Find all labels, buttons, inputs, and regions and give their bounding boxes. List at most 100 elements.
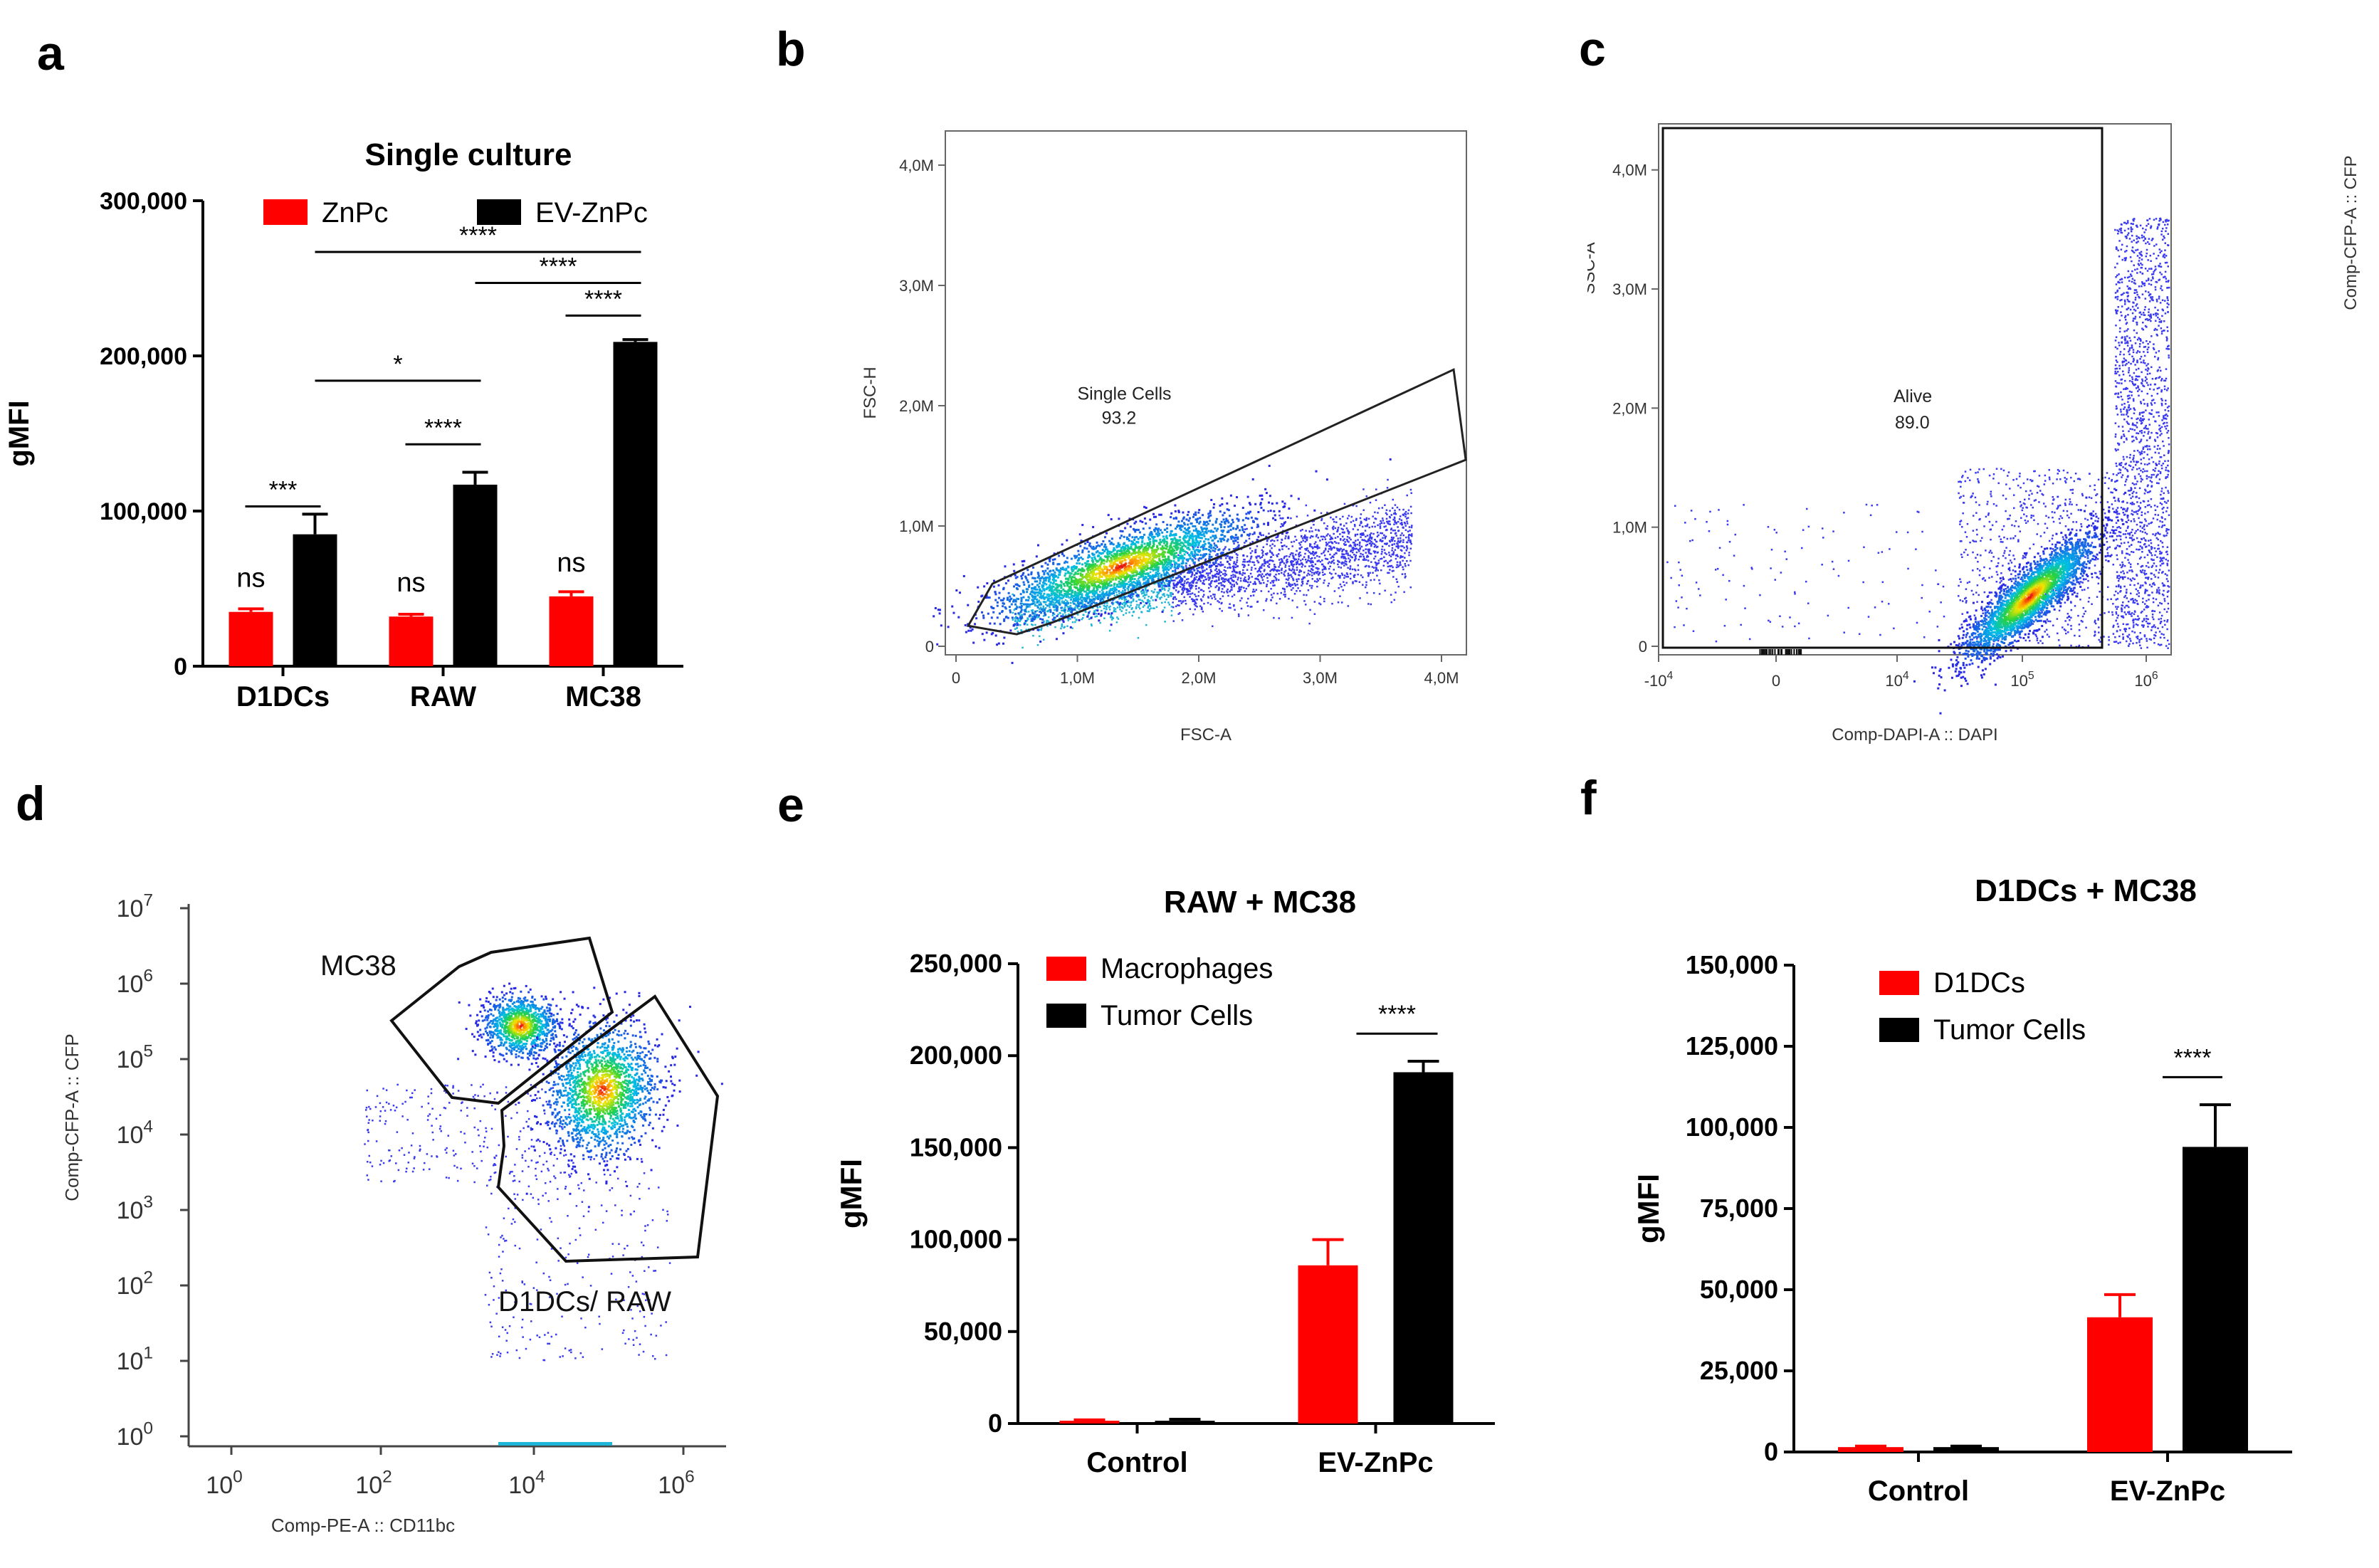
event-dot bbox=[1264, 562, 1266, 564]
event-dot bbox=[1282, 517, 1284, 520]
event-dot bbox=[1259, 503, 1262, 506]
event-dot bbox=[1116, 616, 1118, 619]
event-dot bbox=[1154, 564, 1157, 567]
event-dot bbox=[1034, 588, 1036, 591]
event-dot bbox=[987, 612, 989, 615]
event-dot bbox=[1062, 609, 1064, 612]
event-dot bbox=[1183, 587, 1186, 589]
event-dot bbox=[1143, 567, 1146, 570]
event-dot bbox=[1019, 593, 1022, 596]
event-dot bbox=[1389, 569, 1391, 571]
event-dot bbox=[1364, 530, 1367, 532]
event-dot bbox=[1261, 556, 1263, 558]
event-dot bbox=[1112, 603, 1114, 606]
event-dot bbox=[1194, 578, 1197, 581]
event-dot bbox=[1078, 578, 1081, 581]
event-dot bbox=[1069, 618, 1071, 620]
event-dot bbox=[1244, 528, 1246, 530]
event-dot bbox=[1311, 586, 1313, 589]
event-dot bbox=[1014, 623, 1017, 626]
event-dot bbox=[1178, 604, 1180, 606]
event-dot bbox=[1351, 551, 1354, 554]
event-dot bbox=[1160, 574, 1162, 577]
event-dot bbox=[1073, 583, 1076, 586]
event-dot bbox=[1372, 591, 1375, 594]
event-dot bbox=[1073, 579, 1076, 582]
event-dot bbox=[1068, 586, 1071, 589]
event-dot bbox=[1377, 524, 1379, 527]
event-dot bbox=[1287, 572, 1289, 575]
event-dot bbox=[1128, 594, 1130, 597]
event-dot bbox=[1254, 517, 1257, 520]
event-dot bbox=[1096, 545, 1098, 548]
event-dot bbox=[1151, 551, 1154, 554]
event-dot bbox=[1232, 567, 1235, 570]
event-dot bbox=[1266, 552, 1269, 554]
event-dot bbox=[1259, 532, 1261, 535]
event-dot bbox=[1294, 535, 1296, 538]
event-dot bbox=[1068, 587, 1071, 590]
event-dot bbox=[1339, 538, 1342, 540]
event-dot bbox=[1217, 563, 1219, 565]
event-dot bbox=[1217, 527, 1219, 530]
event-dot bbox=[1080, 569, 1083, 572]
event-dot bbox=[1108, 555, 1110, 558]
event-dot bbox=[1340, 601, 1343, 604]
event-dot bbox=[1167, 549, 1170, 552]
event-dot bbox=[1222, 549, 1224, 551]
event-dot bbox=[1225, 574, 1227, 576]
event-dot bbox=[1003, 618, 1006, 621]
event-dot bbox=[1207, 549, 1210, 552]
event-dot bbox=[1054, 591, 1056, 594]
event-dot bbox=[1127, 549, 1130, 552]
event-dot bbox=[1355, 554, 1357, 557]
event-dot bbox=[1191, 554, 1194, 557]
event-dot bbox=[1138, 595, 1140, 598]
event-dot bbox=[1288, 597, 1290, 600]
event-dot bbox=[1291, 541, 1293, 543]
event-dot bbox=[1266, 540, 1269, 542]
event-dot bbox=[1167, 563, 1170, 566]
event-dot bbox=[1087, 556, 1090, 559]
event-dot bbox=[1049, 588, 1052, 591]
event-dot bbox=[1060, 581, 1063, 584]
event-dot bbox=[1272, 560, 1274, 562]
event-dot bbox=[1180, 586, 1182, 588]
event-dot bbox=[1048, 621, 1050, 623]
event-dot bbox=[1323, 597, 1325, 600]
event-dot bbox=[1062, 588, 1065, 591]
event-dot bbox=[1399, 540, 1402, 542]
event-dot bbox=[1098, 558, 1101, 561]
event-dot bbox=[1391, 543, 1394, 546]
event-dot bbox=[1196, 606, 1198, 608]
event-dot bbox=[1103, 587, 1106, 590]
event-dot bbox=[1366, 540, 1368, 543]
event-dot bbox=[1203, 535, 1206, 537]
event-dot bbox=[1165, 585, 1167, 588]
event-dot bbox=[1128, 552, 1131, 554]
event-dot bbox=[1098, 585, 1101, 588]
event-dot bbox=[1185, 567, 1187, 569]
event-dot bbox=[1360, 574, 1362, 577]
event-dot bbox=[1357, 564, 1360, 567]
event-dot bbox=[1212, 530, 1215, 533]
event-dot bbox=[1080, 540, 1083, 542]
event-dot bbox=[1286, 561, 1288, 563]
event-dot bbox=[1138, 583, 1140, 585]
event-dot bbox=[1078, 562, 1081, 565]
event-dot bbox=[1113, 582, 1116, 585]
event-dot bbox=[1307, 569, 1310, 572]
event-dot bbox=[1265, 561, 1267, 564]
event-dot bbox=[1023, 622, 1026, 624]
event-dot bbox=[1343, 503, 1346, 505]
event-dot bbox=[1262, 550, 1264, 553]
event-dot bbox=[1182, 559, 1185, 562]
event-dot bbox=[1295, 539, 1298, 541]
event-dot bbox=[1332, 528, 1335, 530]
event-dot bbox=[1085, 577, 1088, 579]
event-dot bbox=[1163, 593, 1165, 595]
y-tick-label: 3,0M bbox=[899, 277, 934, 295]
event-dot bbox=[1367, 603, 1370, 605]
event-dot bbox=[1244, 524, 1246, 527]
event-dot bbox=[1269, 582, 1272, 584]
